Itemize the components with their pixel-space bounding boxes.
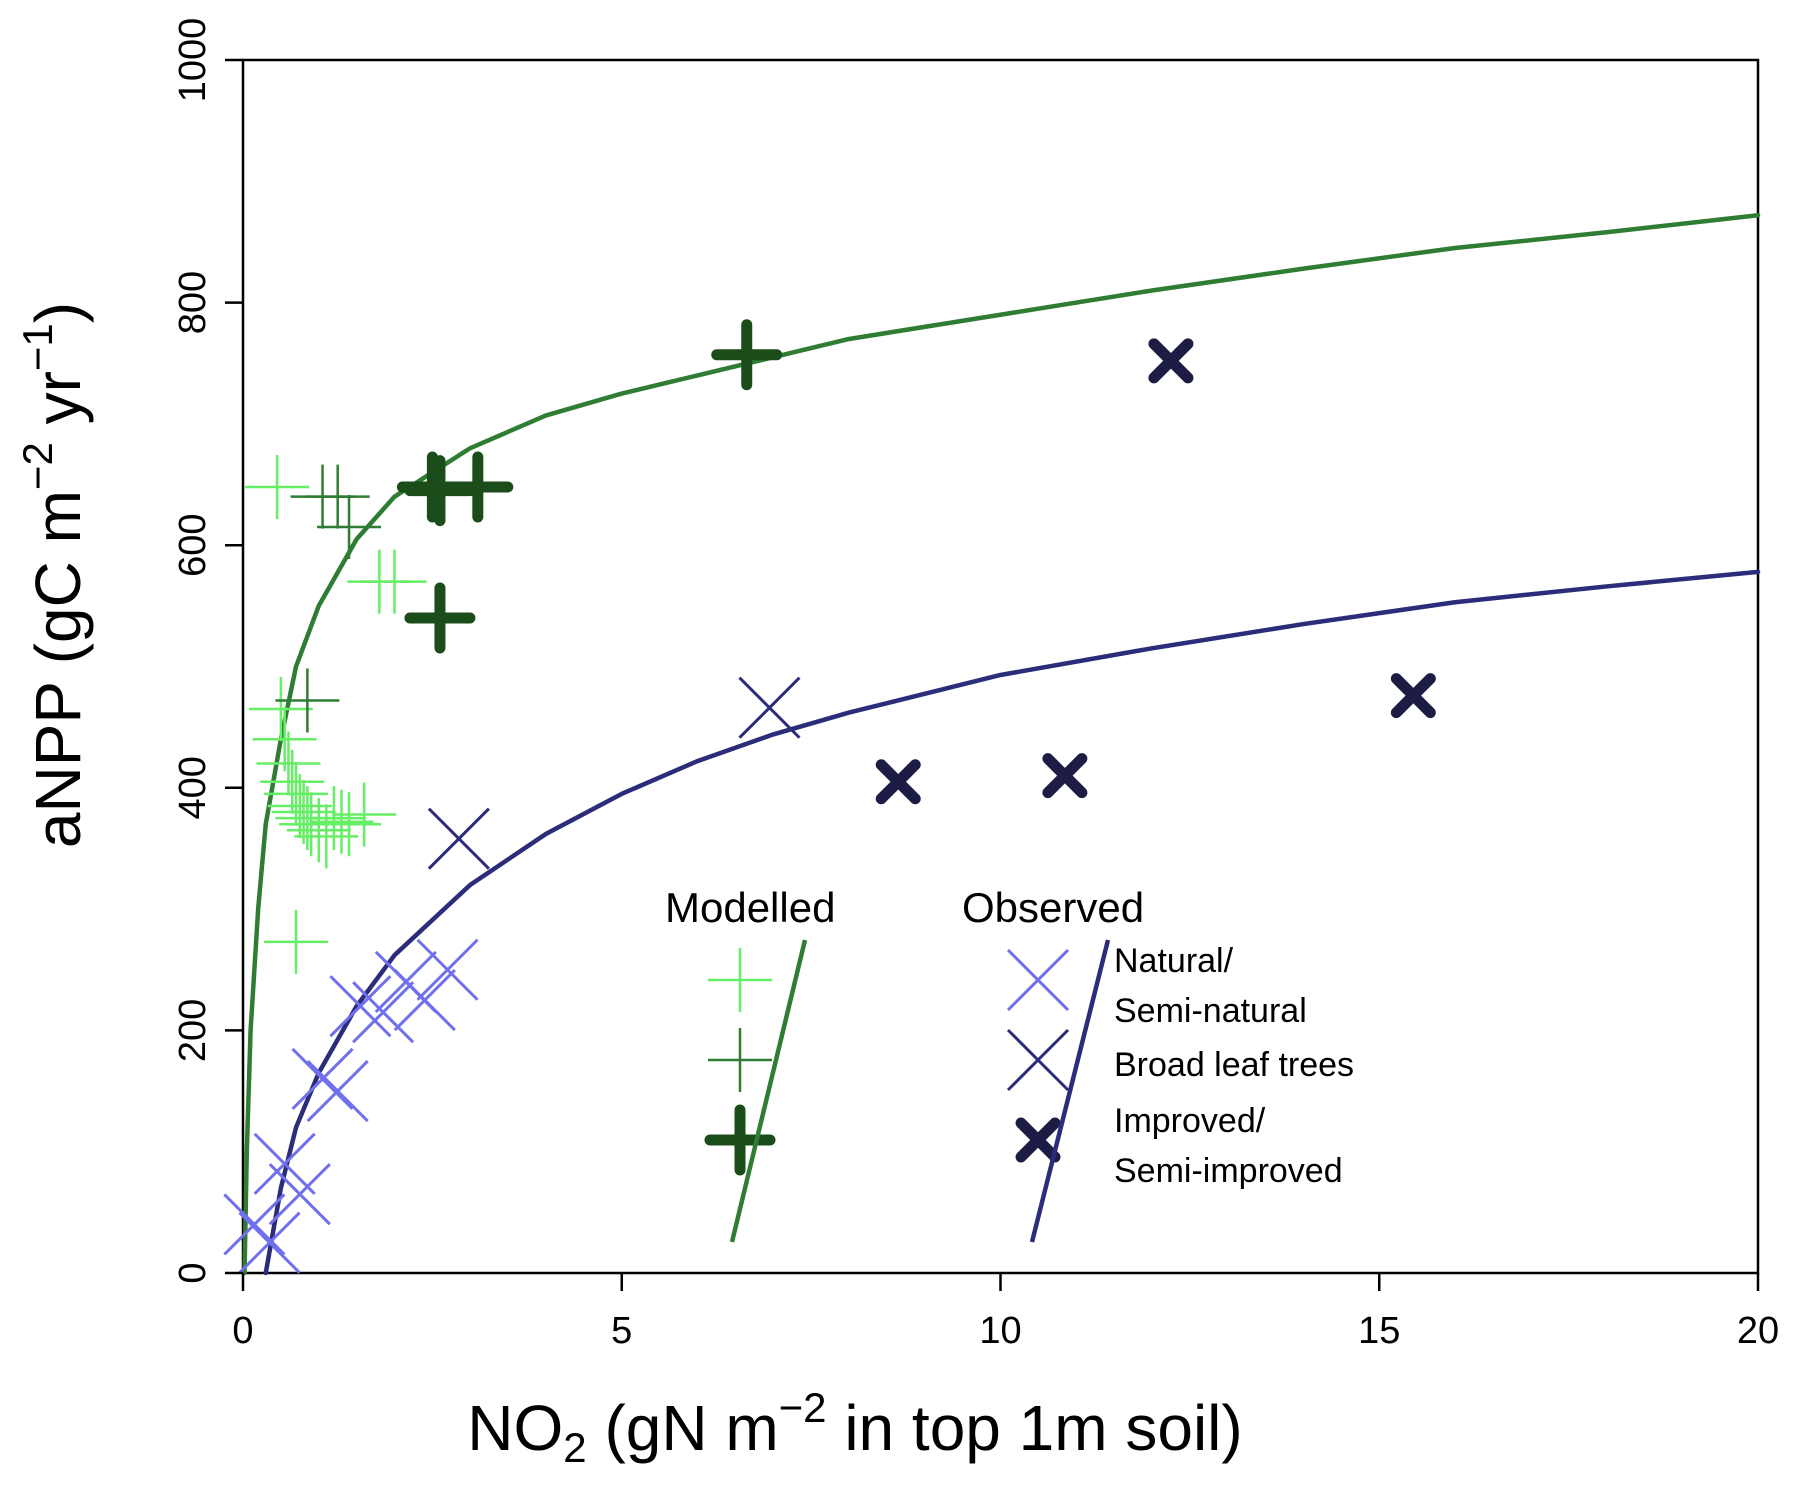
legend-label-broadleaf: Broad leaf trees: [1114, 1046, 1354, 1084]
point-modelled-natural: [256, 731, 321, 796]
point-observed-natural: [223, 1193, 286, 1256]
point-observed-natural: [393, 969, 456, 1032]
legend-mark-observed-2: [1015, 1117, 1061, 1163]
point-observed-natural-d2: [416, 938, 479, 1001]
legend-label-natural-2: Semi-natural: [1114, 992, 1307, 1030]
point-observed-broadleaf-d2: [738, 676, 801, 739]
point-modelled-natural: [286, 798, 351, 863]
point-observed-natural: [253, 1132, 316, 1195]
legend-mark-observed-1: [1006, 1028, 1070, 1092]
y-tick-label: 400: [172, 756, 214, 819]
legend-label-improved-2: Semi-improved: [1114, 1152, 1343, 1190]
legend-mark-observed-0: [1006, 948, 1070, 1012]
legend-mark-observed-1-d2: [1006, 1028, 1070, 1092]
point-modelled-natural: [301, 786, 366, 851]
point-modelled-natural: [260, 749, 325, 814]
fit-curve-observed: [263, 569, 1761, 1276]
y-tick-label: 1000: [172, 18, 214, 103]
x-tick-label: 20: [1737, 1310, 1779, 1352]
x-tick-label: 0: [232, 1310, 253, 1352]
y-axis-label: aNPP (gC m−2 yr−1): [14, 302, 94, 848]
legend-fit-line-observed: [1029, 939, 1111, 1243]
x-tick-label: 15: [1358, 1310, 1400, 1352]
fit-curve-modelled: [242, 213, 1761, 1276]
point-observed-improved-d2: [1148, 338, 1194, 384]
point-modelled-natural: [248, 676, 313, 741]
point-modelled-natural: [267, 773, 332, 838]
fit-curves: [242, 213, 1761, 1276]
point-modelled-natural: [271, 780, 336, 845]
point-modelled-improved: [404, 582, 476, 654]
y-tick-label: 800: [172, 271, 214, 334]
point-modelled-natural: [264, 909, 329, 974]
point-modelled-improved: [711, 319, 783, 391]
point-observed-natural: [238, 1211, 301, 1274]
x-tick-label: 5: [611, 1310, 632, 1352]
point-observed-improved-d2: [875, 759, 921, 805]
legend-mark-observed-0-d2: [1006, 948, 1070, 1012]
point-observed-improved: [1390, 673, 1436, 719]
point-observed-broadleaf: [427, 807, 490, 870]
legend: Modelled Observed Natural/ Semi-natural …: [665, 884, 1354, 1243]
legend-mark-modelled-2: [704, 1104, 776, 1176]
point-modelled-natural: [362, 549, 427, 614]
legend-mark-modelled-1: [708, 1028, 772, 1092]
legend-label-natural-1: Natural/: [1114, 942, 1234, 980]
legend-mark-modelled-0: [708, 948, 772, 1012]
point-observed-natural: [352, 981, 415, 1044]
point-observed-natural-d2: [268, 1163, 331, 1226]
point-observed-natural: [329, 975, 392, 1038]
point-observed-natural-d2: [329, 975, 392, 1038]
point-modelled-natural: [317, 792, 382, 857]
x-axis-label: NO2 (gN m−2 in top 1m soil): [467, 1384, 1242, 1471]
y-tick-label: 600: [172, 513, 214, 576]
legend-mark-observed-2-d2: [1015, 1117, 1061, 1163]
point-modelled-natural: [252, 707, 317, 772]
legend-fit-line-modelled: [729, 939, 808, 1243]
point-observed-broadleaf: [738, 676, 801, 739]
point-modelled-natural: [332, 782, 397, 847]
point-modelled-natural: [309, 789, 374, 854]
point-observed-improved: [875, 759, 921, 805]
point-modelled-natural: [245, 454, 310, 519]
point-observed-natural-d2: [223, 1193, 286, 1256]
point-modelled-broadleaf: [275, 668, 340, 733]
point-modelled-broadleaf: [305, 464, 370, 529]
data-points: [223, 319, 1436, 1274]
point-observed-improved-d2: [1390, 673, 1436, 719]
point-observed-natural: [268, 1163, 331, 1226]
point-observed-broadleaf-d2: [427, 807, 490, 870]
point-observed-natural-d2: [291, 1047, 354, 1110]
point-observed-natural: [291, 1047, 354, 1110]
point-observed-natural: [306, 1059, 369, 1123]
legend-title-modelled: Modelled: [665, 884, 835, 931]
point-observed-improved: [1042, 753, 1088, 799]
point-modelled-natural: [294, 804, 359, 869]
point-observed-improved: [1148, 338, 1194, 384]
legend-marks: [704, 939, 1111, 1243]
point-observed-natural-d2: [238, 1211, 301, 1274]
point-observed-natural-d2: [393, 969, 456, 1032]
point-observed-natural-d2: [306, 1059, 369, 1123]
point-observed-natural-d2: [253, 1132, 316, 1195]
legend-title-observed: Observed: [962, 884, 1144, 931]
x-tick-label: 10: [979, 1310, 1021, 1352]
point-modelled-natural: [264, 761, 329, 826]
point-modelled-improved: [442, 451, 514, 523]
point-observed-natural-d2: [352, 981, 415, 1044]
point-modelled-broadleaf: [317, 495, 382, 560]
point-observed-natural: [416, 938, 479, 1001]
y-tick-label: 0: [172, 1262, 214, 1283]
legend-label-improved-1: Improved/: [1114, 1102, 1266, 1140]
y-tick-label: 200: [172, 999, 214, 1062]
point-observed-improved-d2: [1042, 753, 1088, 799]
